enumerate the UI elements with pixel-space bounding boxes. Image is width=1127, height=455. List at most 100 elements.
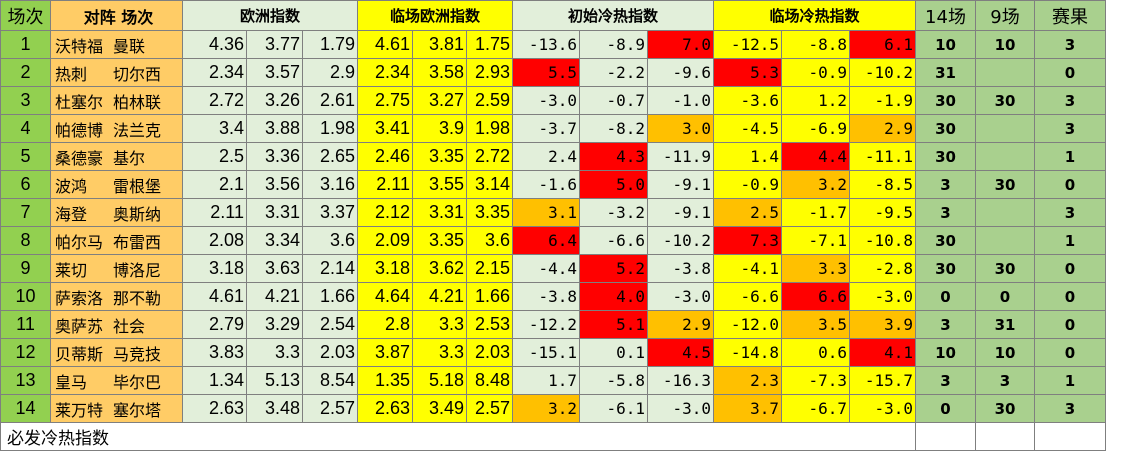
live-euro-odds-cell: 2.63 bbox=[357, 394, 413, 423]
home-team: 桑德豪 bbox=[55, 148, 104, 168]
away-team: 塞尔塔 bbox=[113, 400, 162, 420]
pick-9-games: 3 bbox=[975, 366, 1035, 395]
match-index: 3 bbox=[0, 86, 51, 115]
live-hot-cold-cell: -1.9 bbox=[849, 86, 916, 115]
euro-odds-cell: 1.98 bbox=[302, 114, 358, 143]
match-teams: 桑德豪 基尔 bbox=[50, 142, 183, 171]
live-euro-odds-cell: 3.18 bbox=[357, 254, 413, 283]
header-initial-hot-cold: 初始冷热指数 bbox=[512, 0, 714, 31]
match-index: 2 bbox=[0, 58, 51, 87]
live-hot-cold-cell: -0.9 bbox=[713, 170, 782, 199]
initial-hot-cold-cell: -3.8 bbox=[512, 282, 580, 311]
live-hot-cold-cell: -12.0 bbox=[713, 310, 782, 339]
away-team: 博洛尼 bbox=[113, 260, 162, 280]
initial-hot-cold-cell: -10.2 bbox=[647, 226, 714, 255]
live-hot-cold-cell: -6.9 bbox=[781, 114, 850, 143]
initial-hot-cold-cell: 5.1 bbox=[579, 310, 648, 339]
euro-odds-cell: 8.54 bbox=[302, 366, 358, 395]
match-teams: 海登 奥斯纳 bbox=[50, 198, 183, 227]
live-euro-odds-cell: 2.72 bbox=[466, 142, 513, 171]
initial-hot-cold-cell: 5.0 bbox=[579, 170, 648, 199]
initial-hot-cold-cell: -3.0 bbox=[647, 394, 714, 423]
initial-hot-cold-cell: 3.2 bbox=[512, 394, 580, 423]
live-euro-odds-cell: 2.8 bbox=[357, 310, 413, 339]
away-team: 毕尔巴 bbox=[113, 372, 162, 392]
initial-hot-cold-cell: 1.7 bbox=[512, 366, 580, 395]
initial-hot-cold-cell: 7.0 bbox=[647, 30, 714, 59]
live-euro-odds-cell: 2.46 bbox=[357, 142, 413, 171]
euro-odds-cell: 1.34 bbox=[182, 366, 247, 395]
initial-hot-cold-cell: -8.2 bbox=[579, 114, 648, 143]
live-hot-cold-cell: 3.9 bbox=[849, 310, 916, 339]
match-index: 14 bbox=[0, 394, 51, 423]
table-row: 1 沃特福 曼联 4.36 3.77 1.79 4.61 3.81 1.75 -13.6 -8.9 7… bbox=[0, 30, 1106, 59]
match-teams: 杜塞尔 柏林联 bbox=[50, 86, 183, 115]
euro-odds-cell: 3.6 bbox=[302, 226, 358, 255]
match-result: 3 bbox=[1034, 86, 1106, 115]
match-result: 0 bbox=[1034, 254, 1106, 283]
live-hot-cold-cell: -3.0 bbox=[849, 282, 916, 311]
footer-cell-result bbox=[1034, 422, 1106, 451]
initial-hot-cold-cell: -1.0 bbox=[647, 86, 714, 115]
pick-9-games: 31 bbox=[975, 310, 1035, 339]
match-index: 1 bbox=[0, 30, 51, 59]
euro-odds-cell: 1.66 bbox=[302, 282, 358, 311]
live-euro-odds-cell: 3.58 bbox=[412, 58, 467, 87]
home-team: 贝蒂斯 bbox=[55, 344, 104, 364]
live-hot-cold-cell: 3.5 bbox=[781, 310, 850, 339]
away-team: 布雷西 bbox=[113, 232, 162, 252]
initial-hot-cold-cell: -6.6 bbox=[579, 226, 648, 255]
table-row: 10 萨索洛 那不勒 4.61 4.21 1.66 4.64 4.21 1.66 -3.8 4.0-… bbox=[0, 282, 1106, 311]
live-hot-cold-cell: 2.9 bbox=[849, 114, 916, 143]
away-team: 马竞技 bbox=[113, 344, 162, 364]
live-euro-odds-cell: 2.34 bbox=[357, 58, 413, 87]
match-index: 11 bbox=[0, 310, 51, 339]
away-team: 曼联 bbox=[113, 36, 146, 56]
pick-9-games: 30 bbox=[975, 86, 1035, 115]
live-euro-odds-cell: 3.6 bbox=[466, 226, 513, 255]
home-team: 海登 bbox=[55, 204, 88, 224]
initial-hot-cold-cell: -3.7 bbox=[512, 114, 580, 143]
euro-odds-cell: 3.36 bbox=[246, 142, 303, 171]
live-euro-odds-cell: 3.31 bbox=[412, 198, 467, 227]
euro-odds-cell: 3.57 bbox=[246, 58, 303, 87]
home-team: 莱万特 bbox=[55, 400, 104, 420]
header-euro-odds: 欧洲指数 bbox=[182, 0, 358, 31]
euro-odds-cell: 2.03 bbox=[302, 338, 358, 367]
match-teams: 奥萨苏 社会 bbox=[50, 310, 183, 339]
initial-hot-cold-cell: 3.0 bbox=[647, 114, 714, 143]
away-team: 切尔西 bbox=[113, 64, 162, 84]
euro-odds-cell: 2.9 bbox=[302, 58, 358, 87]
live-euro-odds-cell: 3.14 bbox=[466, 170, 513, 199]
header-live-hot-cold: 临场冷热指数 bbox=[713, 0, 916, 31]
initial-hot-cold-cell: 6.4 bbox=[512, 226, 580, 255]
pick-14-games: 0 bbox=[915, 394, 976, 423]
live-hot-cold-cell: -10.2 bbox=[849, 58, 916, 87]
away-team: 雷根堡 bbox=[113, 176, 162, 196]
initial-hot-cold-cell: -15.1 bbox=[512, 338, 580, 367]
pick-9-games: 30 bbox=[975, 394, 1035, 423]
live-euro-odds-cell: 2.75 bbox=[357, 86, 413, 115]
live-euro-odds-cell: 2.09 bbox=[357, 226, 413, 255]
euro-odds-cell: 2.14 bbox=[302, 254, 358, 283]
live-euro-odds-cell: 4.64 bbox=[357, 282, 413, 311]
live-hot-cold-cell: -7.3 bbox=[781, 366, 850, 395]
table-row: 14 莱万特 塞尔塔 2.63 3.48 2.57 2.63 3.49 2.57 3.2 -6.1-… bbox=[0, 394, 1106, 423]
pick-9-games: 0 bbox=[975, 282, 1035, 311]
initial-hot-cold-cell: -1.6 bbox=[512, 170, 580, 199]
initial-hot-cold-cell: 4.0 bbox=[579, 282, 648, 311]
away-team: 那不勒 bbox=[113, 288, 162, 308]
away-team: 法兰克 bbox=[113, 120, 162, 140]
footer-cell-14 bbox=[915, 422, 976, 451]
euro-odds-cell: 2.57 bbox=[302, 394, 358, 423]
initial-hot-cold-cell: 0.1 bbox=[579, 338, 648, 367]
pick-9-games bbox=[975, 114, 1035, 143]
header-index: 场次 bbox=[0, 0, 51, 31]
live-hot-cold-cell: -4.5 bbox=[713, 114, 782, 143]
live-hot-cold-cell: -6.6 bbox=[713, 282, 782, 311]
match-index: 9 bbox=[0, 254, 51, 283]
live-euro-odds-cell: 2.12 bbox=[357, 198, 413, 227]
initial-hot-cold-cell: -3.0 bbox=[512, 86, 580, 115]
live-hot-cold-cell: -4.1 bbox=[713, 254, 782, 283]
live-hot-cold-cell: -12.5 bbox=[713, 30, 782, 59]
